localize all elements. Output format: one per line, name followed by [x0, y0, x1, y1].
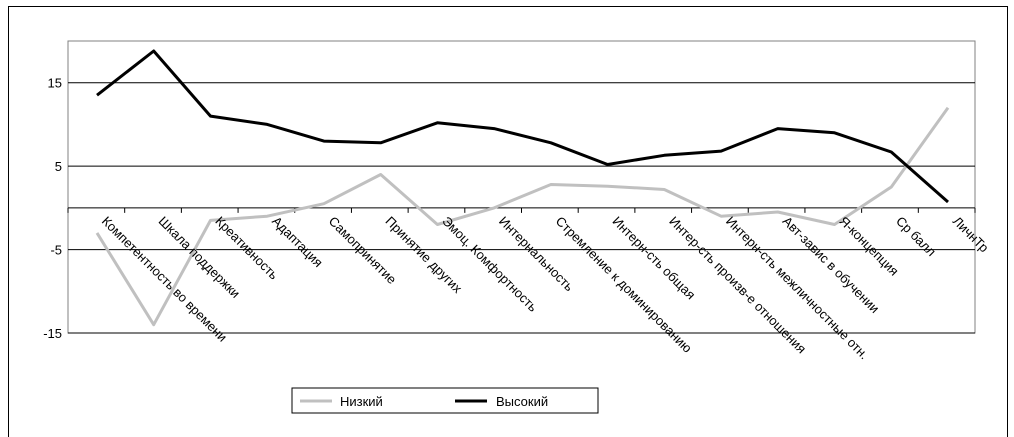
legend: Низкий Высокий	[291, 387, 599, 414]
legend-box	[291, 387, 599, 414]
series-line-low	[95, 106, 950, 327]
y-tick-label: 15	[48, 76, 62, 91]
y-tick-label: -15	[43, 326, 62, 341]
y-axis-tick-labels: -15 -5 5 15	[43, 76, 62, 341]
plot-area	[67, 40, 976, 334]
legend-label: Низкий	[340, 394, 383, 409]
legend-label: Высокий	[496, 394, 548, 409]
y-tick-label: -5	[50, 243, 62, 258]
series-lines	[95, 49, 950, 327]
gridlines	[67, 82, 976, 334]
plot-area-border	[67, 40, 976, 334]
series-line-high	[96, 49, 949, 204]
y-tick-label: 5	[55, 159, 62, 174]
